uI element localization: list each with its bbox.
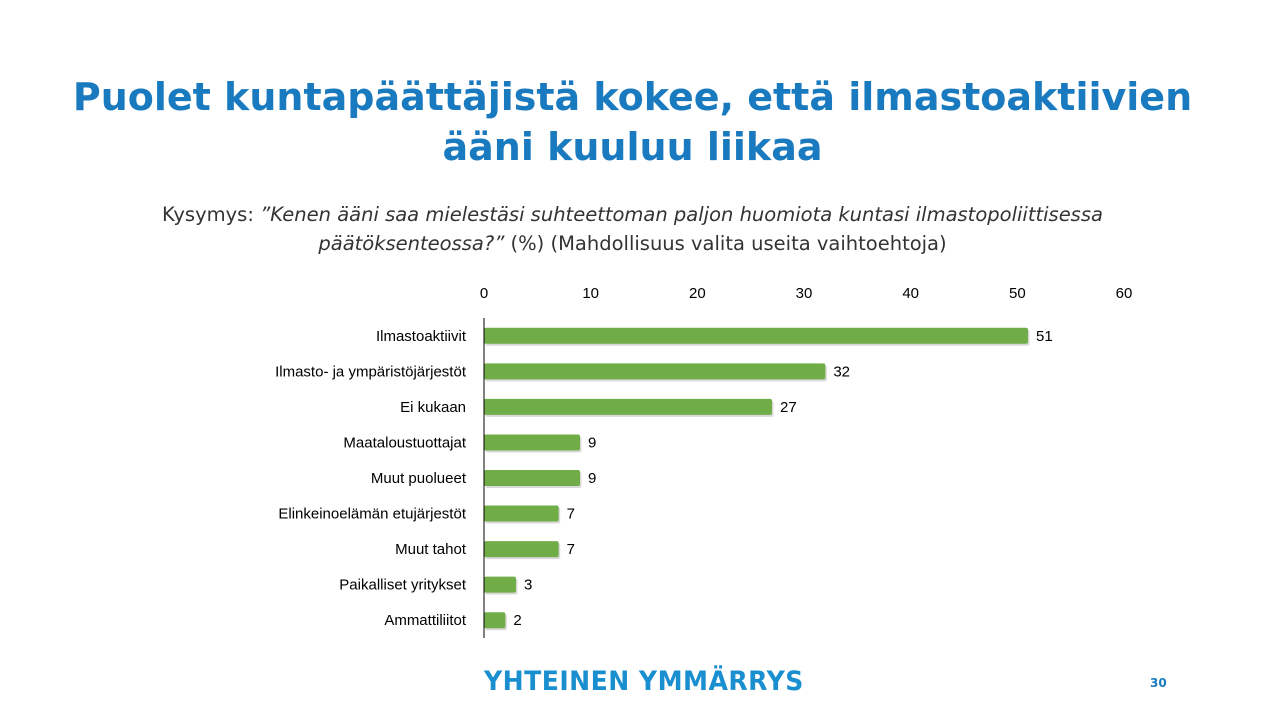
data-label: 9: [588, 434, 596, 451]
data-label: 32: [833, 363, 850, 380]
yhteinen-ymmarrys-logo: YHTEINEN YMMÄRRYS: [484, 666, 804, 697]
data-label: 51: [1036, 328, 1053, 345]
bar: [484, 363, 826, 380]
data-label: 7: [567, 506, 575, 523]
bar: [484, 434, 580, 451]
bar: [484, 612, 506, 629]
bar: [484, 541, 559, 558]
slide-title-line-1: Puolet kuntapäättäjistä kokee, että ilma…: [72, 75, 1193, 119]
x-tick-label: 30: [796, 285, 813, 302]
question-prefix: Kysymys:: [162, 203, 261, 226]
category-label: Ilmastoaktiivit: [376, 328, 467, 345]
bar: [484, 327, 1028, 344]
category-label: Maataloustuottajat: [343, 434, 466, 451]
x-tick-label: 40: [902, 285, 919, 302]
x-tick-label: 20: [689, 285, 706, 302]
x-tick-label: 60: [1116, 285, 1133, 302]
bar: [484, 470, 580, 486]
x-tick-label: 50: [1009, 285, 1026, 302]
category-label: Ei kukaan: [400, 399, 466, 416]
data-label: 27: [780, 399, 797, 416]
data-label: 3: [524, 577, 532, 594]
data-label: 7: [567, 541, 575, 558]
bar: [484, 576, 516, 593]
bar: [484, 398, 772, 415]
question-suffix: (%) (Mahdollisuus valita useita vaihtoeh…: [504, 232, 947, 255]
slide-title-line-2: ääni kuuluu liikaa: [442, 125, 823, 169]
category-label: Muut tahot: [395, 541, 467, 558]
x-tick-label: 10: [582, 285, 599, 302]
category-label: Ilmasto- ja ympäristöjärjestöt: [275, 363, 467, 380]
question-text: Kysymys: ”Kenen ääni saa mielestäsi suht…: [80, 200, 1185, 258]
slide-title: Puolet kuntapäättäjistä kokee, että ilma…: [60, 72, 1205, 172]
data-label: 9: [588, 470, 596, 487]
category-label: Ammattiliitot: [384, 612, 467, 629]
data-label: 2: [513, 612, 521, 629]
category-label: Paikalliset yritykset: [339, 577, 467, 594]
x-tick-label: 0: [480, 285, 488, 302]
page-number: 30: [1150, 676, 1167, 690]
bar: [484, 505, 559, 522]
question-italic: ”Kenen ääni saa mielestäsi suhteettoman …: [260, 203, 1103, 255]
category-label: Elinkeinoelämän etujärjestöt: [278, 506, 466, 523]
category-label: Muut puolueet: [371, 470, 467, 487]
